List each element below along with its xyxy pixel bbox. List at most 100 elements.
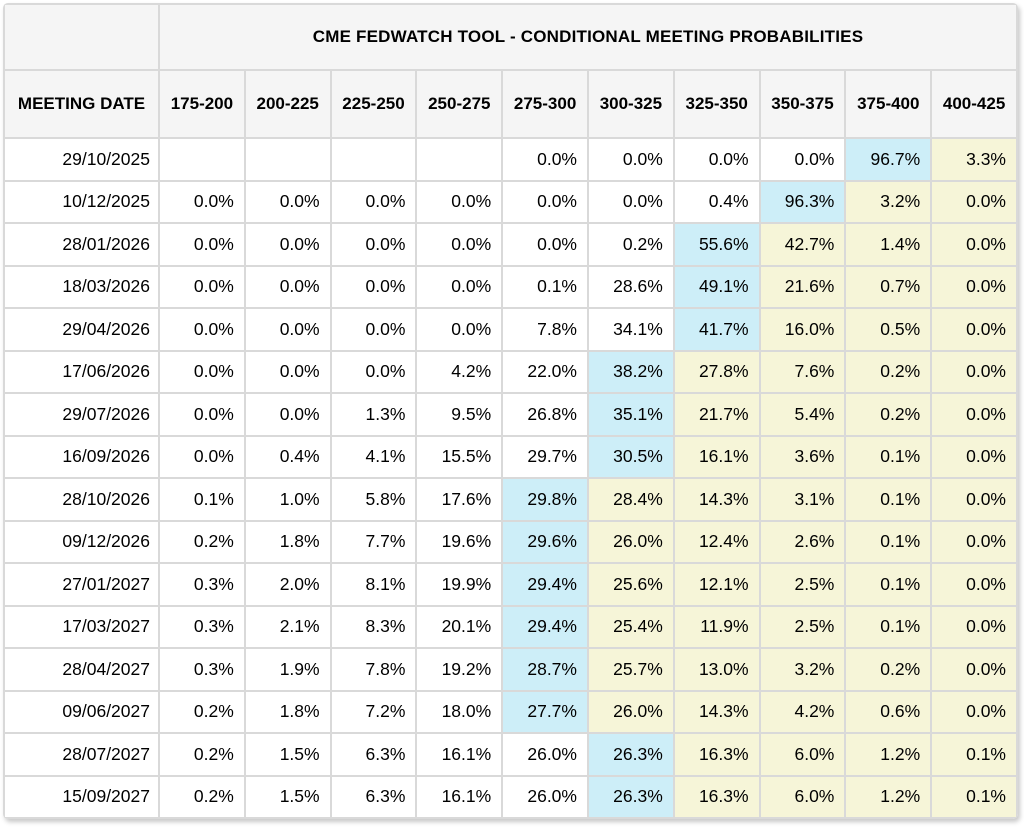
prob-cell: 0.0%: [501, 179, 589, 224]
prob-cell: 20.1%: [415, 604, 504, 649]
prob-cell: 0.1%: [844, 477, 933, 522]
prob-cell: 0.0%: [930, 562, 1018, 607]
rate-header-200-225: 200-225: [243, 69, 332, 139]
corner-cell: [3, 3, 160, 71]
prob-cell: 26.3%: [586, 774, 675, 819]
prob-cell: 0.4%: [243, 434, 332, 479]
prob-cell: 0.0%: [501, 137, 589, 182]
prob-cell: 0.0%: [586, 179, 675, 224]
table-row: 28/04/2027 0.3% 1.9% 7.8% 19.2% 28.7% 25.7% 13.…: [3, 647, 1018, 692]
prob-cell: 96.3%: [758, 179, 847, 224]
prob-cell: 0.5%: [844, 307, 933, 352]
table-row: 28/07/2027 0.2% 1.5% 6.3% 16.1% 26.0% 26.3% 16.…: [3, 732, 1018, 777]
prob-cell: 42.7%: [758, 222, 847, 267]
prob-cell: 5.4%: [758, 392, 847, 437]
prob-cell: 0.0%: [329, 264, 418, 309]
prob-cell: 0.0%: [243, 349, 332, 394]
prob-cell: 0.2%: [844, 392, 933, 437]
prob-cell: 26.0%: [586, 519, 675, 564]
prob-cell: 27.8%: [672, 349, 761, 394]
prob-cell: 0.2%: [158, 732, 246, 777]
prob-cell: 0.0%: [415, 264, 504, 309]
prob-cell: 3.2%: [844, 179, 933, 224]
prob-cell: 1.3%: [329, 392, 418, 437]
prob-cell: 8.1%: [329, 562, 418, 607]
prob-cell: 14.3%: [672, 477, 761, 522]
rate-header-175-200: 175-200: [158, 69, 246, 139]
prob-cell: 12.1%: [672, 562, 761, 607]
prob-cell: 6.3%: [329, 732, 418, 777]
prob-cell: 0.1%: [930, 732, 1018, 777]
prob-cell: 29.6%: [501, 519, 589, 564]
meeting-date-cell: 17/03/2027: [3, 604, 160, 649]
prob-cell: 16.3%: [672, 774, 761, 819]
prob-cell: 96.7%: [844, 137, 933, 182]
prob-cell: [329, 137, 418, 182]
prob-cell: 0.0%: [930, 604, 1018, 649]
prob-cell: 26.0%: [501, 774, 589, 819]
prob-cell: 0.1%: [844, 604, 933, 649]
prob-cell: 26.8%: [501, 392, 589, 437]
table-body: 29/10/2025 0.0% 0.0% 0.0% 0.0% 96.7% 3.3% 10/12…: [3, 137, 1018, 819]
prob-cell: 7.8%: [329, 647, 418, 692]
prob-cell: 1.9%: [243, 647, 332, 692]
prob-cell: 0.0%: [930, 349, 1018, 394]
prob-cell: 26.3%: [586, 732, 675, 777]
prob-cell: 4.2%: [415, 349, 504, 394]
prob-cell: [158, 137, 246, 182]
meeting-date-cell: 18/03/2026: [3, 264, 160, 309]
prob-cell: 0.0%: [930, 392, 1018, 437]
rate-header-400-425: 400-425: [930, 69, 1018, 139]
prob-cell: 0.0%: [158, 222, 246, 267]
prob-cell: 7.7%: [329, 519, 418, 564]
prob-cell: 0.0%: [930, 434, 1018, 479]
prob-cell: 16.1%: [415, 732, 504, 777]
prob-cell: 6.3%: [329, 774, 418, 819]
prob-cell: 0.7%: [844, 264, 933, 309]
prob-cell: 5.8%: [329, 477, 418, 522]
prob-cell: 0.0%: [158, 392, 246, 437]
prob-cell: 0.0%: [930, 179, 1018, 224]
prob-cell: 1.8%: [243, 689, 332, 734]
prob-cell: 27.7%: [501, 689, 589, 734]
prob-cell: 41.7%: [672, 307, 761, 352]
prob-cell: 0.0%: [930, 264, 1018, 309]
table-row: 29/04/2026 0.0% 0.0% 0.0% 0.0% 7.8% 34.1% 41.7%…: [3, 307, 1018, 352]
table-title: CME FEDWATCH TOOL - CONDITIONAL MEETING …: [158, 3, 1018, 71]
rate-header-250-275: 250-275: [415, 69, 504, 139]
prob-cell: 0.0%: [243, 222, 332, 267]
prob-cell: 28.7%: [501, 647, 589, 692]
prob-cell: 0.2%: [158, 519, 246, 564]
meeting-date-cell: 17/06/2026: [3, 349, 160, 394]
prob-cell: 26.0%: [586, 689, 675, 734]
prob-cell: 0.0%: [501, 222, 589, 267]
prob-cell: 17.6%: [415, 477, 504, 522]
meeting-date-cell: 29/04/2026: [3, 307, 160, 352]
prob-cell: 1.5%: [243, 732, 332, 777]
prob-cell: 2.0%: [243, 562, 332, 607]
prob-cell: 2.1%: [243, 604, 332, 649]
table-row: 29/07/2026 0.0% 0.0% 1.3% 9.5% 26.8% 35.1% 21.7…: [3, 392, 1018, 437]
prob-cell: 21.7%: [672, 392, 761, 437]
prob-cell: 0.6%: [844, 689, 933, 734]
prob-cell: 7.2%: [329, 689, 418, 734]
prob-cell: 1.4%: [844, 222, 933, 267]
prob-cell: 0.0%: [758, 137, 847, 182]
prob-cell: 16.3%: [672, 732, 761, 777]
prob-cell: 7.6%: [758, 349, 847, 394]
prob-cell: 0.0%: [158, 307, 246, 352]
prob-cell: 55.6%: [672, 222, 761, 267]
meeting-date-cell: 29/07/2026: [3, 392, 160, 437]
table-row: 17/03/2027 0.3% 2.1% 8.3% 20.1% 29.4% 25.4% 11.…: [3, 604, 1018, 649]
prob-cell: 13.0%: [672, 647, 761, 692]
prob-cell: 0.0%: [930, 689, 1018, 734]
prob-cell: [415, 137, 504, 182]
table-row: 29/10/2025 0.0% 0.0% 0.0% 0.0% 96.7% 3.3%: [3, 137, 1018, 182]
table-row: 18/03/2026 0.0% 0.0% 0.0% 0.0% 0.1% 28.6% 49.1%…: [3, 264, 1018, 309]
prob-cell: 0.0%: [672, 137, 761, 182]
meeting-date-cell: 16/09/2026: [3, 434, 160, 479]
meeting-date-cell: 10/12/2025: [3, 179, 160, 224]
prob-cell: 26.0%: [501, 732, 589, 777]
prob-cell: 6.0%: [758, 732, 847, 777]
table-row: 27/01/2027 0.3% 2.0% 8.1% 19.9% 29.4% 25.6% 12.…: [3, 562, 1018, 607]
